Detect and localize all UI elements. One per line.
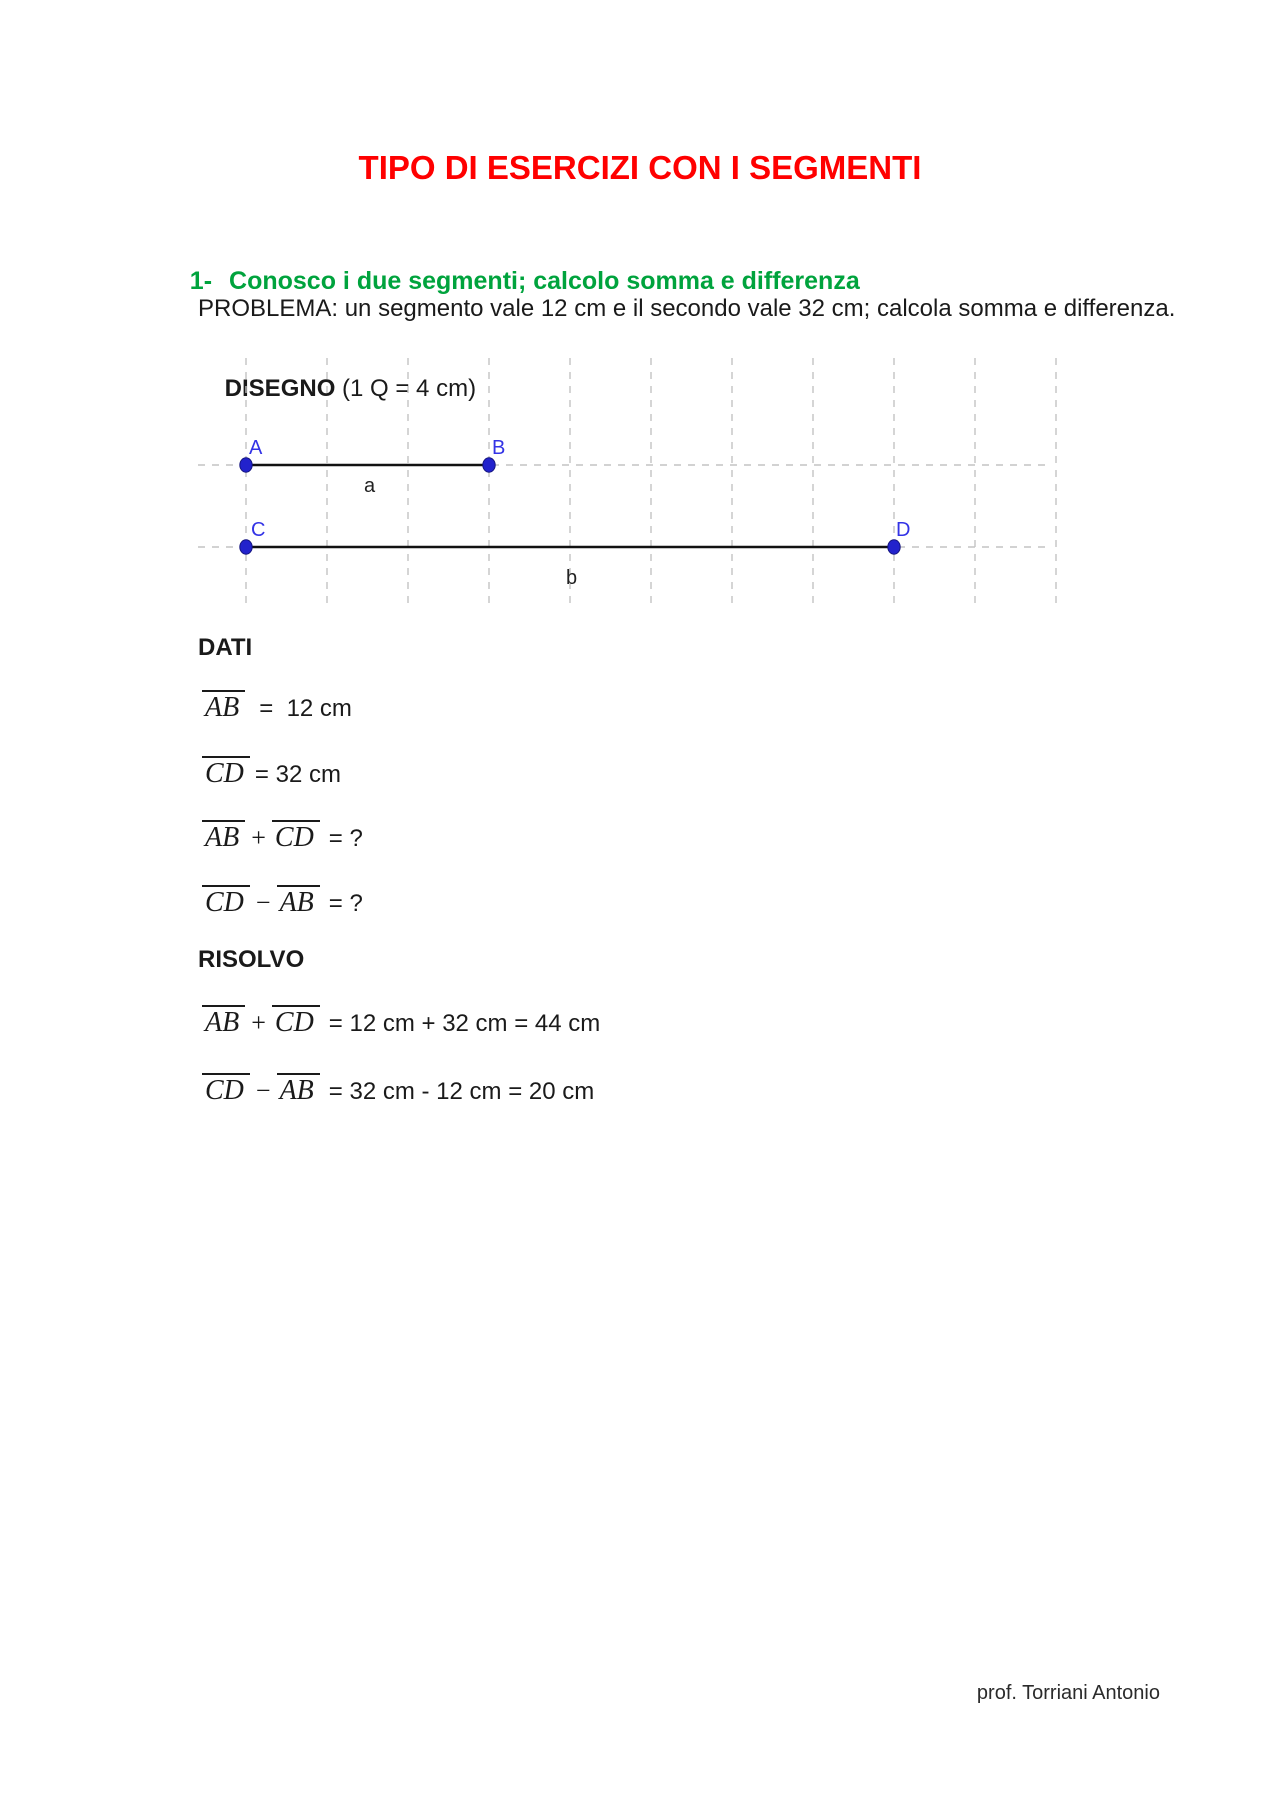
disegno-note: (1 Q = 4 cm)	[335, 375, 477, 402]
overline-cd: CD	[202, 1073, 250, 1106]
math-tail: = ?	[328, 890, 363, 917]
math-line-diff-result: CD − AB = 32 cm - 12 cm = 20 cm	[202, 1073, 594, 1106]
page-title: TIPO DI ESERCIZI CON I SEGMENTI	[358, 149, 922, 186]
minus-operator: −	[255, 1076, 271, 1105]
dati-section-label: DATI	[198, 634, 253, 661]
segment-b-label: b	[566, 567, 577, 589]
plus-operator: +	[251, 1008, 266, 1037]
problema-paragraph: PROBLEMA: un segmento vale 12 cm e il se…	[198, 295, 1176, 322]
point-c-dot	[239, 539, 253, 555]
overline-ab: AB	[202, 820, 246, 853]
risolvo-section-label: RISOLVO	[198, 946, 305, 973]
math-line-diff-question: CD − AB = ?	[202, 885, 363, 918]
segment-a-label: a	[364, 475, 376, 497]
point-b-dot	[482, 457, 496, 473]
point-c-label: C	[251, 519, 265, 541]
math-tail: = ?	[328, 825, 363, 852]
overline-ab: AB	[202, 690, 246, 723]
overline-cd: CD	[271, 820, 320, 853]
point-a-label: A	[249, 437, 263, 459]
math-tail: = 12 cm	[259, 695, 352, 722]
math-tail: = 32 cm	[254, 761, 341, 788]
math-line-sum-question: AB + CD = ?	[202, 820, 363, 853]
point-a-dot	[239, 457, 253, 473]
heading-text: Conosco i due segmenti; calcolo somma e …	[229, 267, 860, 295]
point-d-dot	[887, 539, 901, 555]
author-footer: prof. Torriani Antonio	[976, 1682, 1160, 1704]
math-line-ab-value: AB = 12 cm	[202, 690, 352, 723]
plus-operator: +	[251, 823, 266, 852]
grid-hlines	[198, 464, 1052, 548]
overline-ab: AB	[202, 1005, 246, 1038]
disegno-label: DISEGNO	[224, 375, 336, 402]
overline-cd: CD	[202, 756, 250, 789]
math-tail: = 12 cm + 32 cm = 44 cm	[328, 1010, 601, 1037]
geometry-diagram: A B C D a b	[198, 358, 1057, 606]
disegno-line: DISEGNO (1 Q = 4 cm)	[198, 347, 476, 431]
heading-number: 1-	[189, 267, 213, 295]
point-d-label: D	[896, 519, 910, 541]
section-heading-1: 1- Conosco i due segmenti; calcolo somma …	[162, 238, 860, 325]
math-line-cd-value: CD = 32 cm	[202, 756, 341, 789]
math-tail: = 32 cm - 12 cm = 20 cm	[328, 1078, 595, 1105]
overline-cd: CD	[202, 885, 250, 918]
overline-ab: AB	[276, 885, 320, 918]
point-b-label: B	[492, 437, 505, 459]
overline-cd: CD	[271, 1005, 320, 1038]
math-line-sum-result: AB + CD = 12 cm + 32 cm = 44 cm	[202, 1005, 600, 1038]
overline-ab: AB	[276, 1073, 320, 1106]
minus-operator: −	[255, 888, 271, 917]
